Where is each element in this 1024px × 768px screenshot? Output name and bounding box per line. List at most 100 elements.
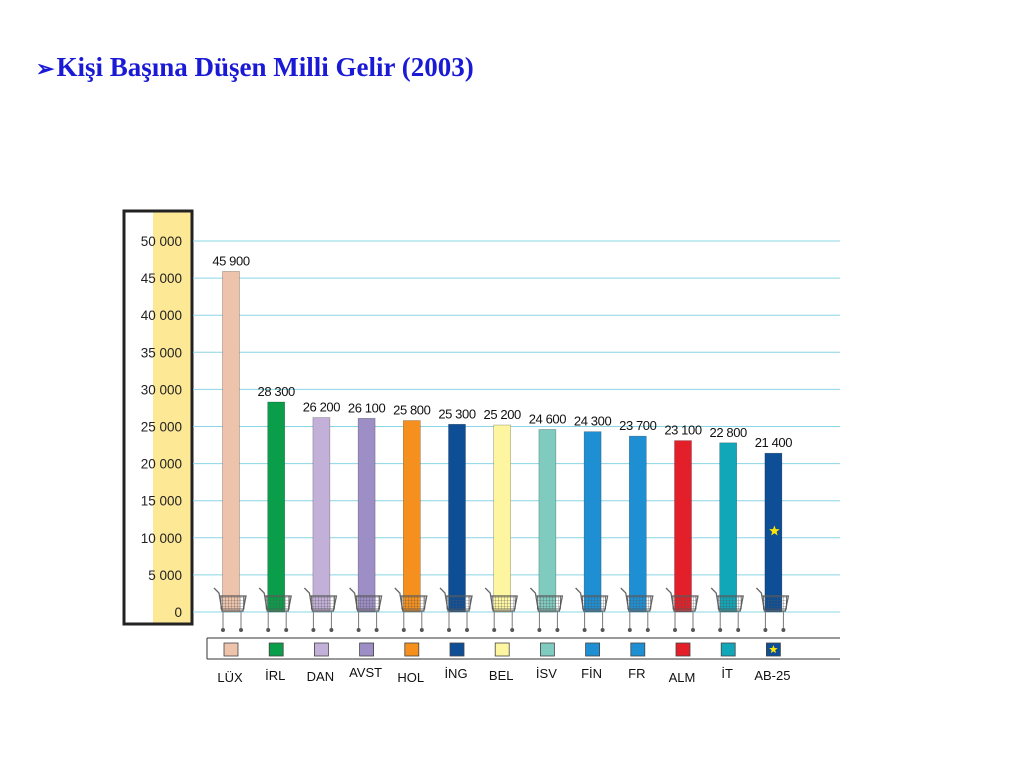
cart-wheel	[627, 628, 632, 632]
cart-wheel	[763, 628, 768, 632]
value-label-ab-25: 21 400	[755, 435, 793, 450]
cart-wheel	[374, 628, 379, 632]
cart-wheel	[691, 628, 695, 632]
legend-swatch-avst	[359, 642, 375, 657]
cart-wheel	[781, 628, 786, 632]
category-label-fi-n: FİN	[581, 666, 602, 681]
cart-wheel	[718, 628, 723, 632]
category-label-l-x: LÜX	[217, 670, 243, 685]
cart-wheel	[266, 628, 271, 632]
cart-wheel	[600, 628, 605, 632]
legend-swatch-i-ng	[449, 642, 465, 657]
bar-hol	[402, 420, 421, 613]
cart-basket	[491, 595, 516, 610]
value-labels: 45 900 28 300 26 200 26 100 25 800 25 300 25 2…	[212, 253, 792, 450]
shopping-cart-icon	[303, 587, 338, 632]
legend-swatch-i-t	[720, 642, 736, 657]
shopping-cart-icon	[575, 587, 609, 632]
bar-bel	[493, 424, 512, 613]
x-axis-category-labels: LÜX İRL DAN AVST HOL İNG BEL İSV FİN FR ALM İT AB-25	[217, 665, 790, 685]
shopping-cart-icon	[620, 587, 654, 632]
category-label-ab-25: AB-25	[754, 668, 790, 683]
cart-basket	[356, 595, 381, 610]
cart-wheel	[419, 628, 424, 632]
carts	[213, 587, 790, 632]
category-label-i-rl: İRL	[265, 668, 285, 683]
legend-swatch-i-sv	[540, 642, 555, 657]
legend-swatch-fr	[630, 642, 646, 657]
bar-i-sv	[538, 429, 557, 613]
legend-swatch-alm	[675, 642, 691, 657]
y-tick-label: 5 000	[148, 568, 182, 583]
category-label-avst: AVST	[349, 665, 382, 680]
cart-wheel	[401, 628, 406, 632]
legend-strip	[206, 637, 840, 660]
bar-l-x	[222, 271, 240, 613]
value-label-i-ng: 25 300	[438, 406, 476, 421]
y-axis-tick-labels: 0 5 000 10 000 15 000 20 000 25 000 30 000 35 0…	[141, 234, 182, 620]
cart-wheel	[510, 628, 515, 632]
legend-swatch-l-x	[223, 642, 239, 657]
bars	[222, 271, 783, 613]
y-tick-label: 45 000	[141, 271, 182, 286]
cart-wheel	[465, 628, 469, 632]
category-label-i-t: İT	[721, 666, 733, 681]
value-label-i-t: 22 800	[710, 425, 748, 440]
cart-basket	[220, 595, 245, 610]
y-tick-label: 50 000	[141, 234, 182, 249]
cart-wheel	[555, 628, 560, 632]
y-tick-label: 0	[174, 605, 182, 620]
cart-wheel	[645, 628, 650, 632]
bar-i-ng	[448, 423, 466, 613]
value-label-bel: 25 200	[484, 407, 522, 422]
value-label-fr: 23 700	[619, 418, 657, 433]
y-tick-label: 15 000	[141, 494, 182, 509]
value-label-i-sv: 24 600	[529, 411, 567, 426]
category-label-fr: FR	[628, 666, 645, 681]
y-tick-label: 10 000	[141, 531, 182, 546]
shopping-cart-icon	[213, 587, 247, 632]
cart-wheel	[284, 628, 289, 632]
eu-star-icon	[769, 525, 780, 536]
value-label-l-x: 45 900	[212, 253, 250, 268]
bar-fi-n	[583, 431, 602, 613]
bar-dan	[312, 417, 331, 613]
bar-fr	[628, 435, 647, 613]
cart-wheel	[221, 628, 225, 632]
legend-swatch-bel	[494, 642, 510, 657]
cart-basket	[582, 595, 606, 610]
slide-title-text: Kişi Başına Düşen Milli Gelir (2003)	[56, 52, 474, 82]
legend-swatch-dan	[313, 642, 329, 657]
category-label-dan: DAN	[307, 669, 334, 684]
cart-wheel	[582, 628, 587, 632]
shopping-cart-icon	[439, 587, 473, 632]
bar-avst	[357, 418, 376, 613]
y-tick-label: 25 000	[141, 420, 182, 435]
y-tick-label: 40 000	[141, 308, 182, 323]
cart-wheel	[736, 628, 741, 632]
shopping-cart-icon	[665, 587, 699, 632]
bar-alm	[674, 440, 692, 613]
y-tick-label: 20 000	[141, 457, 182, 472]
value-label-i-rl: 28 300	[258, 384, 296, 399]
value-label-avst: 26 100	[348, 400, 386, 415]
cart-basket	[763, 595, 787, 610]
cart-wheel	[492, 628, 497, 632]
y-tick-label: 30 000	[141, 382, 182, 397]
bar-i-t	[719, 442, 738, 613]
slide-title: ➢Kişi Başına Düşen Milli Gelir (2003)	[36, 52, 474, 83]
cart-basket	[672, 595, 697, 610]
eu-star-icon	[769, 645, 778, 654]
cart-wheel	[239, 628, 243, 632]
arrow-bullet-icon: ➢	[36, 56, 55, 81]
cart-basket	[265, 595, 290, 610]
axis-panel-frame	[122, 209, 194, 626]
cart-basket	[310, 595, 335, 610]
shopping-cart-icon	[258, 587, 292, 632]
cart-basket	[537, 595, 561, 610]
cart-basket	[401, 595, 426, 610]
cart-wheel	[537, 628, 542, 632]
cart-basket	[627, 595, 652, 610]
shopping-cart-icon	[755, 587, 790, 632]
